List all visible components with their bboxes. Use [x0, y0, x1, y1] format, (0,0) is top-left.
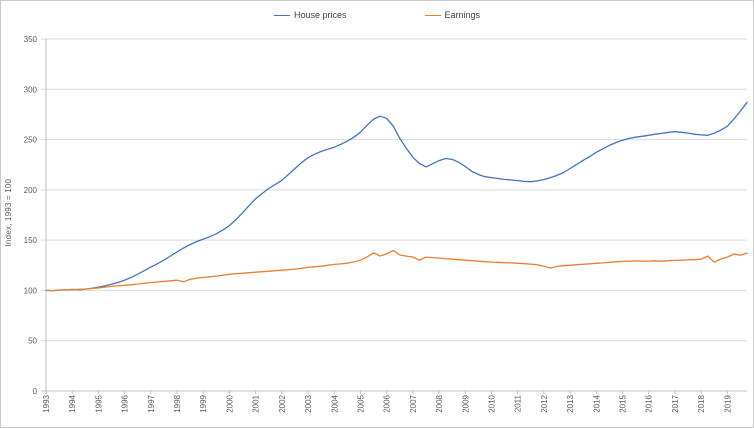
y-tick-label: 0: [33, 387, 38, 396]
legend-item-earnings: Earnings: [424, 10, 481, 20]
x-tick-label: 1996: [121, 394, 130, 412]
y-tick-label: 250: [24, 136, 38, 145]
x-tick-label: 2008: [435, 394, 444, 412]
x-tick-label: 2012: [540, 394, 549, 412]
x-tick-label: 2016: [645, 394, 654, 412]
x-tick-label: 2013: [566, 394, 575, 412]
earnings-line: [45, 249, 748, 292]
x-tick-label: 2007: [409, 394, 418, 412]
house-prices-line: [45, 101, 748, 292]
x-tick-label: 1993: [42, 394, 51, 412]
x-tick-label: 1999: [199, 394, 208, 412]
x-tick-label: 2015: [619, 394, 628, 412]
x-tick-label: 2018: [697, 394, 706, 412]
x-tick-label: 2005: [356, 394, 365, 412]
y-tick-label: 150: [24, 236, 38, 245]
earnings-line-swatch: [424, 14, 441, 16]
y-tick-label: 200: [24, 186, 38, 195]
x-tick-label: 1998: [173, 394, 182, 412]
x-tick-label: 2010: [487, 394, 496, 412]
house-prices-line-swatch: [273, 14, 290, 16]
legend-item-house-prices: House prices: [273, 10, 347, 20]
x-tick-label: 2011: [514, 394, 523, 412]
x-tick-label: 2000: [225, 394, 234, 412]
x-tick-label: 2019: [723, 394, 732, 412]
x-tick-label: 2017: [671, 394, 680, 412]
y-tick-label: 50: [28, 337, 37, 346]
x-tick-label: 1995: [94, 394, 103, 412]
legend: House prices Earnings: [1, 10, 753, 20]
x-tick-label: 1997: [147, 394, 156, 412]
x-tick-label: 2009: [461, 394, 470, 412]
x-tick-label: 2006: [383, 394, 392, 412]
y-tick-label: 350: [24, 35, 38, 44]
legend-label-house-prices: House prices: [293, 10, 347, 20]
y-tick-label: 100: [24, 286, 38, 295]
x-tick-label: 1994: [68, 394, 77, 412]
x-tick-label: 2004: [330, 394, 339, 412]
x-tick-label: 2002: [278, 394, 287, 412]
x-tick-label: 2001: [252, 394, 261, 412]
y-axis-title: Index, 1993 = 100: [4, 178, 13, 247]
y-tick-label: 300: [24, 85, 38, 94]
x-tick-label: 2014: [592, 394, 601, 412]
x-tick-label: 2003: [304, 394, 313, 412]
legend-label-earnings: Earnings: [444, 10, 481, 20]
